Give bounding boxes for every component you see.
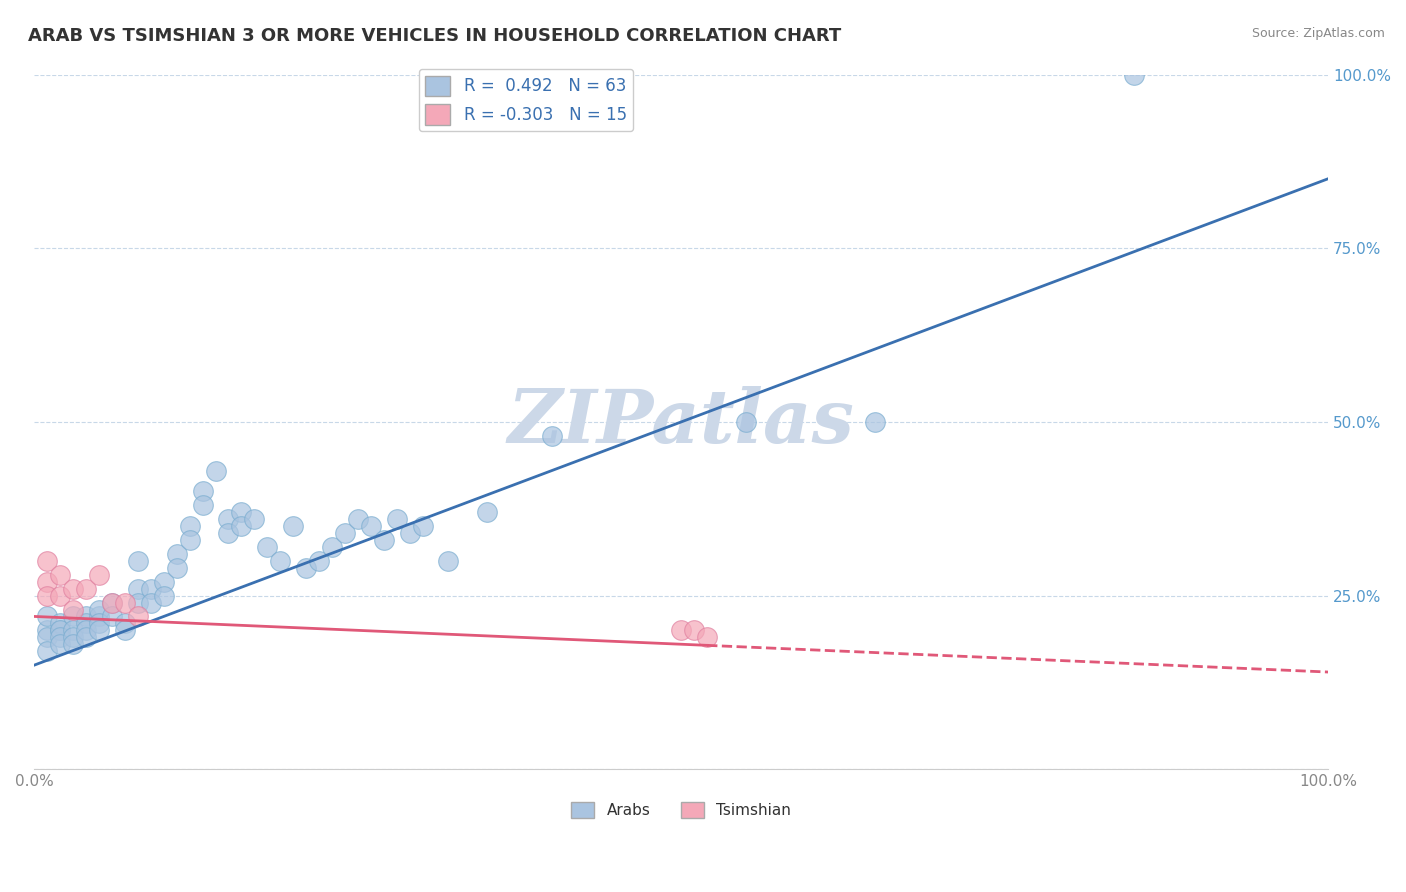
Point	[37, 609, 59, 624]
Point	[37, 644, 59, 658]
Point	[191, 498, 214, 512]
Point	[127, 554, 149, 568]
Point	[231, 505, 253, 519]
Point	[101, 596, 124, 610]
Point	[179, 519, 201, 533]
Point	[1123, 68, 1146, 82]
Point	[75, 609, 97, 624]
Point	[49, 624, 72, 638]
Point	[87, 609, 110, 624]
Point	[541, 429, 564, 443]
Point	[75, 582, 97, 596]
Point	[75, 630, 97, 644]
Point	[295, 561, 318, 575]
Point	[49, 567, 72, 582]
Point	[373, 533, 395, 547]
Point	[127, 582, 149, 596]
Point	[671, 624, 693, 638]
Point	[62, 602, 84, 616]
Point	[360, 519, 382, 533]
Point	[385, 512, 408, 526]
Point	[37, 554, 59, 568]
Point	[49, 637, 72, 651]
Point	[62, 624, 84, 638]
Point	[87, 602, 110, 616]
Point	[683, 624, 706, 638]
Point	[139, 582, 162, 596]
Point	[37, 589, 59, 603]
Legend: Arabs, Tsimshian: Arabs, Tsimshian	[565, 796, 797, 824]
Point	[204, 464, 226, 478]
Point	[346, 512, 368, 526]
Point	[735, 415, 758, 429]
Point	[231, 519, 253, 533]
Point	[281, 519, 304, 533]
Point	[191, 484, 214, 499]
Point	[179, 533, 201, 547]
Point	[37, 630, 59, 644]
Point	[269, 554, 291, 568]
Text: Source: ZipAtlas.com: Source: ZipAtlas.com	[1251, 27, 1385, 40]
Point	[333, 526, 356, 541]
Point	[152, 574, 174, 589]
Point	[49, 616, 72, 631]
Point	[114, 596, 136, 610]
Point	[696, 630, 718, 644]
Point	[62, 630, 84, 644]
Point	[865, 415, 887, 429]
Point	[152, 589, 174, 603]
Point	[62, 637, 84, 651]
Point	[37, 624, 59, 638]
Point	[166, 561, 188, 575]
Text: ZIPatlas: ZIPatlas	[508, 385, 855, 458]
Point	[49, 589, 72, 603]
Point	[437, 554, 460, 568]
Point	[75, 616, 97, 631]
Point	[49, 624, 72, 638]
Point	[308, 554, 330, 568]
Point	[114, 616, 136, 631]
Point	[87, 624, 110, 638]
Point	[412, 519, 434, 533]
Point	[127, 596, 149, 610]
Point	[127, 609, 149, 624]
Point	[114, 624, 136, 638]
Text: ARAB VS TSIMSHIAN 3 OR MORE VEHICLES IN HOUSEHOLD CORRELATION CHART: ARAB VS TSIMSHIAN 3 OR MORE VEHICLES IN …	[28, 27, 841, 45]
Point	[101, 609, 124, 624]
Point	[49, 630, 72, 644]
Point	[321, 540, 343, 554]
Point	[243, 512, 266, 526]
Point	[477, 505, 499, 519]
Point	[37, 574, 59, 589]
Point	[75, 624, 97, 638]
Point	[62, 582, 84, 596]
Point	[217, 526, 239, 541]
Point	[101, 596, 124, 610]
Point	[87, 616, 110, 631]
Point	[398, 526, 420, 541]
Point	[139, 596, 162, 610]
Point	[87, 567, 110, 582]
Point	[166, 547, 188, 561]
Point	[256, 540, 278, 554]
Point	[217, 512, 239, 526]
Point	[62, 609, 84, 624]
